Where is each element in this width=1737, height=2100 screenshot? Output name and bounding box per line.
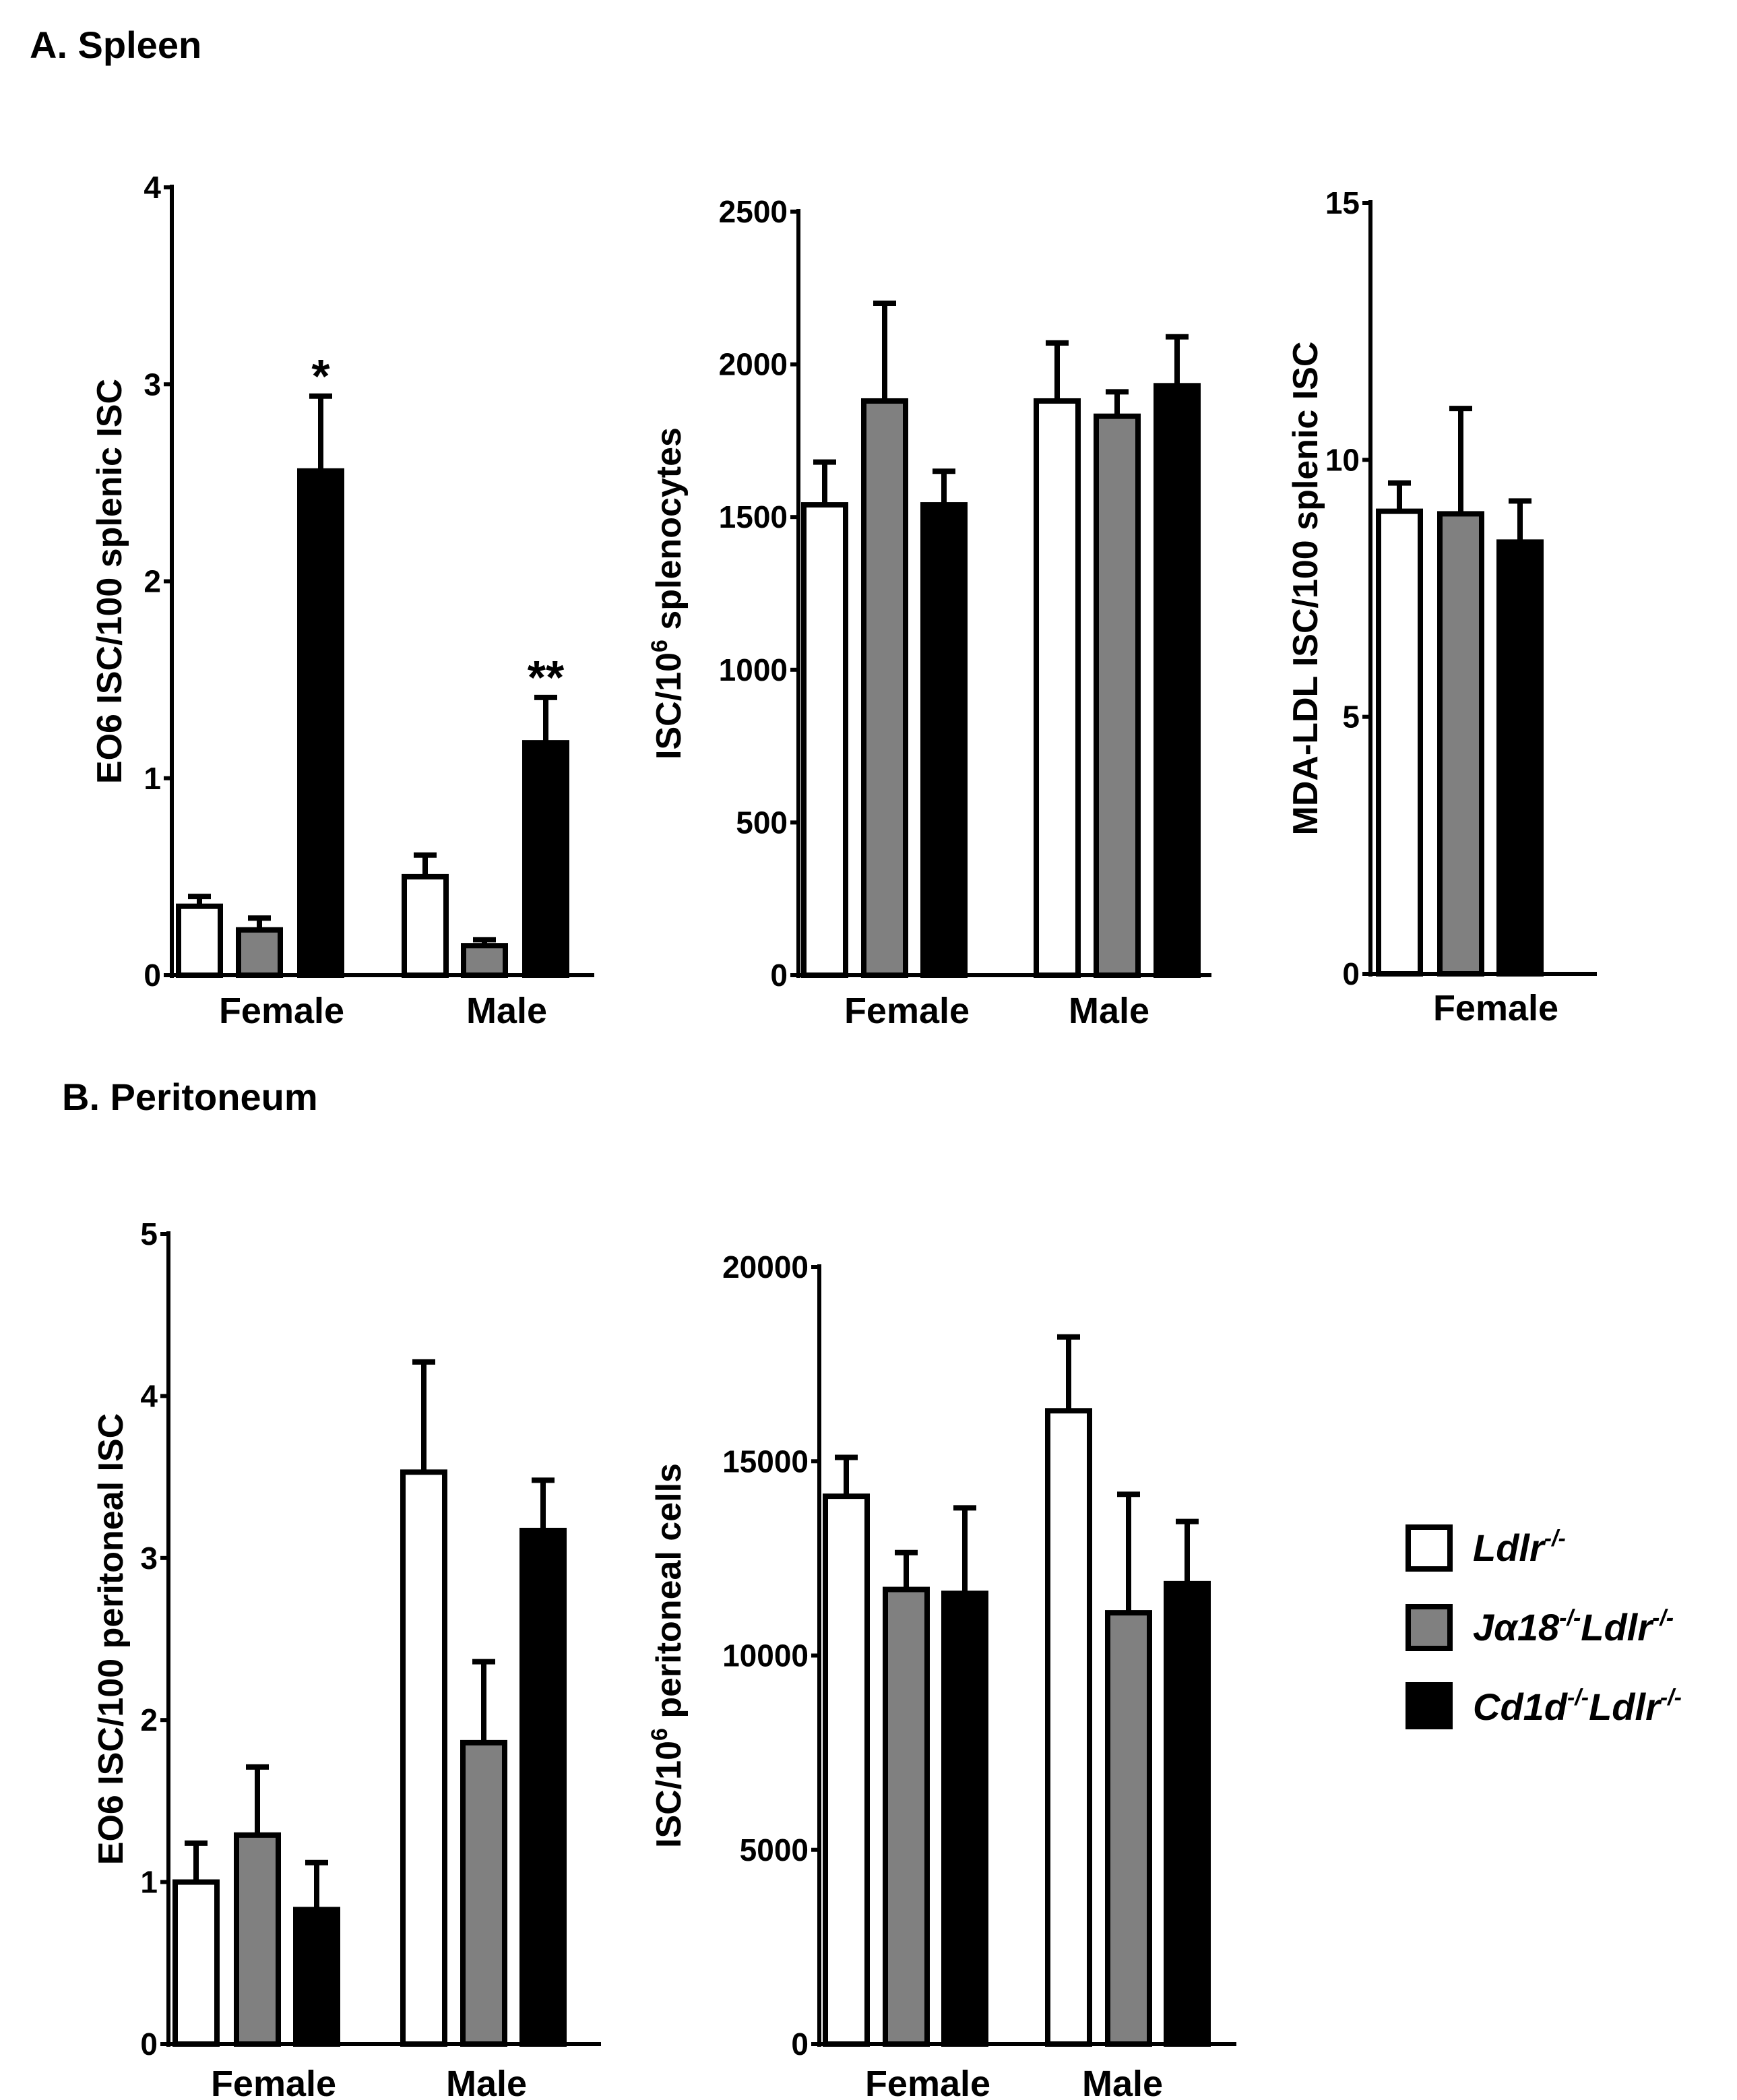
bar-cd1d-female	[1496, 539, 1544, 977]
section-title-peritoneum: B. Peritoneum	[62, 1076, 318, 1118]
x-category-label-male: Male	[1069, 991, 1149, 1031]
bar-ldlr-female	[823, 1493, 870, 2047]
y-axis-label: EO6 ISC/100 splenic ISC	[90, 379, 129, 784]
y-tick-label: 2500	[719, 194, 788, 229]
x-category-label-female: Female	[211, 2064, 336, 2100]
section-title-spleen: A. Spleen	[30, 24, 201, 66]
y-tick-label: 1000	[719, 652, 788, 687]
bar-ldlr-female	[1376, 508, 1423, 977]
y-tick-label: 0	[791, 2027, 809, 2062]
y-tick-label: 4	[144, 170, 161, 205]
y-tick-label: 500	[736, 805, 788, 840]
y-tick-label: 20000	[722, 1249, 809, 1285]
chart-spleen-mda-ldl: 0 5 10 15 Female MDA-LDL ISC/100 splenic ISC	[1286, 185, 1597, 1028]
y-tick-label: 2000	[719, 347, 788, 382]
y-tick-label: 15000	[722, 1444, 809, 1479]
y-axis-label: ISC/106 peritoneal cells	[647, 1463, 689, 1848]
legend-label-cd1d: Cd1d-/-Ldlr-/-	[1473, 1685, 1682, 1728]
legend-label-ldlr: Ldlr-/-	[1473, 1526, 1566, 1569]
y-tick-label: 5	[1342, 700, 1360, 735]
y-tick-label: 15	[1325, 185, 1360, 220]
legend-swatch-ldlr	[1406, 1524, 1453, 1572]
bar-ldlr-female	[172, 1879, 220, 2047]
y-tick-label: 1	[144, 761, 161, 796]
legend-swatch-cd1d	[1406, 1682, 1453, 1729]
bar-ja18-male	[1094, 413, 1141, 978]
bar-ja18-male	[460, 1739, 507, 2047]
bar-ldlr-male	[402, 873, 449, 978]
y-tick-label: 1500	[719, 499, 788, 534]
bar-ldlr-female	[801, 502, 848, 978]
bar-cd1d-male	[519, 1527, 567, 2047]
bar-cd1d-male	[522, 740, 569, 979]
legend-item-ja18: Jα18-/-Ldlr-/-	[1406, 1604, 1674, 1651]
x-category-label-female: Female	[219, 991, 344, 1031]
bar-ja18-male	[1105, 1610, 1152, 2047]
y-tick-label: 2	[140, 1702, 158, 1737]
x-category-label-male: Male	[446, 2064, 527, 2100]
bar-ldlr-male	[400, 1469, 447, 2047]
y-tick-label: 5000	[740, 1832, 809, 1867]
y-axis-label: ISC/106 splenocytes	[647, 427, 689, 760]
bar-ja18-male	[461, 943, 508, 978]
bar-cd1d-female	[920, 502, 968, 978]
chart-peritoneum-eo6: 0 1 2 3 4 5 Female Male EO6 ISC/100 peritoneal I…	[92, 1216, 601, 2100]
bar-ldlr-female	[176, 903, 223, 979]
y-tick-label: 0	[770, 958, 788, 993]
legend: Ldlr-/- Jα18-/-Ldlr-/- Cd1d-/-Ldlr-/-	[1406, 1524, 1682, 1729]
legend-swatch-ja18	[1406, 1604, 1453, 1651]
bar-cd1d-female	[293, 1907, 340, 2047]
bar-ja18-female	[1437, 511, 1484, 977]
y-tick-label: 4	[140, 1378, 158, 1413]
bar-cd1d-female	[297, 468, 344, 978]
y-tick-label: 10	[1325, 442, 1360, 477]
y-tick-label: 1	[140, 1865, 158, 1900]
bar-cd1d-female	[941, 1591, 988, 2047]
bar-ja18-female	[236, 927, 283, 978]
legend-item-cd1d: Cd1d-/-Ldlr-/-	[1406, 1682, 1682, 1729]
y-tick-label: 0	[1342, 956, 1360, 991]
x-category-label-male: Male	[466, 991, 547, 1031]
y-tick-label: 10000	[722, 1638, 809, 1673]
x-category-label-male: Male	[1082, 2064, 1163, 2100]
x-category-label-female: Female	[1433, 988, 1558, 1028]
significance-marker: **	[528, 651, 565, 704]
y-axis-label: MDA-LDL ISC/100 splenic ISC	[1286, 342, 1325, 836]
y-tick-label: 3	[144, 367, 161, 402]
legend-label-ja18: Jα18-/-Ldlr-/-	[1473, 1605, 1674, 1648]
y-tick-label: 2	[144, 564, 161, 599]
x-category-label-female: Female	[865, 2064, 990, 2100]
bar-ldlr-male	[1045, 1408, 1092, 2047]
y-tick-label: 0	[140, 2027, 158, 2062]
y-tick-label: 0	[144, 958, 161, 993]
y-tick-label: 3	[140, 1541, 158, 1576]
bar-ldlr-male	[1034, 398, 1081, 978]
x-category-label-female: Female	[844, 991, 970, 1031]
chart-peritoneum-isc: 0 5000 10000 15000 20000 Female Male ISC/106 pe…	[647, 1249, 1236, 2100]
bar-ja18-female	[883, 1586, 930, 2047]
bar-cd1d-male	[1164, 1580, 1211, 2047]
chart-spleen-isc: 0 500 1000 1500 2000 2500 Female Male ISC/106 sp…	[647, 194, 1211, 1031]
bar-cd1d-male	[1154, 383, 1201, 978]
y-axis-label: EO6 ISC/100 peritoneal ISC	[92, 1413, 131, 1865]
significance-marker: *	[311, 350, 330, 402]
bar-ja18-female	[861, 398, 908, 978]
bar-ja18-female	[234, 1832, 281, 2047]
legend-item-ldlr: Ldlr-/-	[1406, 1524, 1566, 1572]
y-tick-label: 5	[140, 1216, 158, 1252]
